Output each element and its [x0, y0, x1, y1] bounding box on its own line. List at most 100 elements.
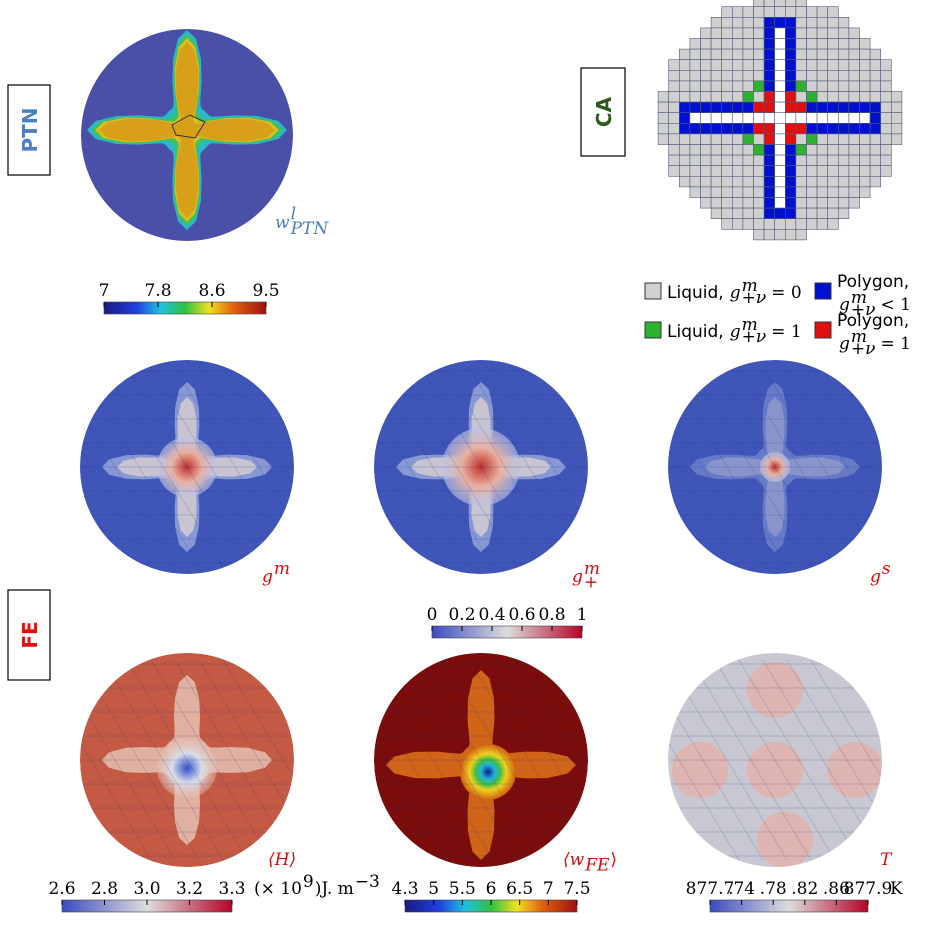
ca-cell: [795, 197, 807, 209]
ca-cell: [827, 70, 839, 82]
legend-sup: m: [742, 276, 758, 296]
box: [7, 84, 51, 176]
ca-cell: [710, 70, 722, 82]
ptn-label: PTN: [18, 107, 42, 152]
ca-cell: [763, 0, 775, 8]
images: [80, 0, 903, 867]
ca-cell: [827, 123, 839, 135]
ca-cell: [668, 144, 680, 156]
mesh: [786, 659, 882, 861]
ca-cell: [837, 16, 850, 29]
colorbar-tick-label: 9.5: [252, 281, 279, 301]
ca-cell: [774, 154, 786, 167]
ca-cell: [795, 112, 807, 124]
ca-cell: [689, 48, 701, 60]
ca-cell: [795, 0, 807, 8]
ca-cell: [784, 218, 797, 230]
ca-cell: [806, 165, 818, 177]
ca-cell: [837, 27, 850, 39]
colorbar-tick-label: 5: [428, 879, 439, 899]
ca-cell: [753, 16, 765, 29]
ca-cell: [880, 91, 892, 103]
ca-cell: [731, 112, 744, 124]
ca-cell: [784, 154, 797, 167]
ca-cell: [816, 101, 828, 113]
colorbar-tick-label: 877.7: [686, 879, 735, 899]
ca-cell: [668, 91, 680, 103]
math-base: g: [870, 567, 881, 587]
legend-sub: +ν: [742, 288, 767, 308]
ca-cell: [827, 133, 839, 145]
mesh: [222, 659, 294, 861]
ca-cell: [678, 112, 691, 124]
ca-cell: [859, 70, 871, 82]
ca-cell: [753, 91, 765, 103]
ca-cell: [816, 48, 828, 60]
math-base: ⟨w: [563, 850, 585, 870]
math-base: g: [572, 567, 583, 587]
legend-var: g: [730, 283, 741, 303]
ca-cell: [700, 80, 712, 92]
ca-cell: [880, 123, 892, 135]
ca-cell: [710, 16, 722, 29]
ca-cell: [763, 38, 775, 50]
ca-cell: [827, 59, 839, 71]
ca-cell: [753, 38, 765, 50]
ca-cell: [700, 112, 712, 124]
ca-cell: [710, 80, 722, 92]
ca-cell: [678, 91, 691, 103]
ca-cell: [859, 112, 871, 124]
ca-cell: [806, 218, 818, 230]
colorbar-tick-label: 3.2: [176, 879, 203, 899]
ca-cell: [816, 123, 828, 135]
ca-cell: [689, 144, 701, 156]
colorbar-tick-label: 4.3: [391, 879, 418, 899]
ca-cell: [890, 133, 903, 145]
ca-cell: [784, 197, 797, 209]
ca-cell: [710, 154, 722, 167]
ca-cell: [721, 48, 733, 60]
ca-cell: [742, 38, 754, 50]
colorbar-tick-label: 7: [543, 879, 554, 899]
ca-cell: [806, 207, 818, 220]
ca-cell: [827, 16, 839, 29]
ca-cell: [827, 154, 839, 167]
mesh: [810, 659, 882, 861]
ca-cell: [689, 176, 701, 188]
mesh: [150, 366, 272, 568]
ca-cell: [848, 101, 860, 113]
colorbar: [709, 899, 869, 913]
ca-cell: [859, 80, 871, 92]
legend-swatch: [814, 321, 832, 339]
ca-cell: [880, 59, 892, 71]
ca-cell: [700, 123, 712, 135]
legend-sup: m: [851, 288, 867, 308]
ca-cell: [763, 48, 775, 60]
ca-cell: [678, 70, 691, 82]
ca-cell: [774, 186, 786, 198]
blob: [757, 812, 813, 867]
ca-cell: [795, 6, 807, 18]
colorbar-tick-label: 0.2: [448, 605, 475, 625]
ca-cell: [710, 144, 722, 156]
ca-cell: [742, 186, 754, 198]
ca-cell: [848, 154, 860, 167]
ca-cell: [816, 70, 828, 82]
ca-cell: [806, 144, 818, 156]
ca-cell: [689, 186, 701, 198]
ca-cell: [689, 133, 701, 145]
ca-cell: [753, 197, 765, 209]
blob: [747, 742, 803, 798]
colorbar-tick-label: 877.9: [844, 879, 893, 899]
ca-cell: [689, 112, 701, 124]
ca-cell: [668, 70, 680, 82]
mesh: [198, 366, 294, 568]
colorbar-tick-label: .86: [823, 879, 850, 899]
ca-cell: [731, 91, 744, 103]
ca-cell: [827, 27, 839, 39]
ca-cell: [827, 80, 839, 92]
ca-cell: [753, 27, 765, 39]
unit: )J. m: [315, 879, 354, 899]
ca-cell: [859, 176, 871, 188]
unit: (× 10: [254, 879, 302, 899]
